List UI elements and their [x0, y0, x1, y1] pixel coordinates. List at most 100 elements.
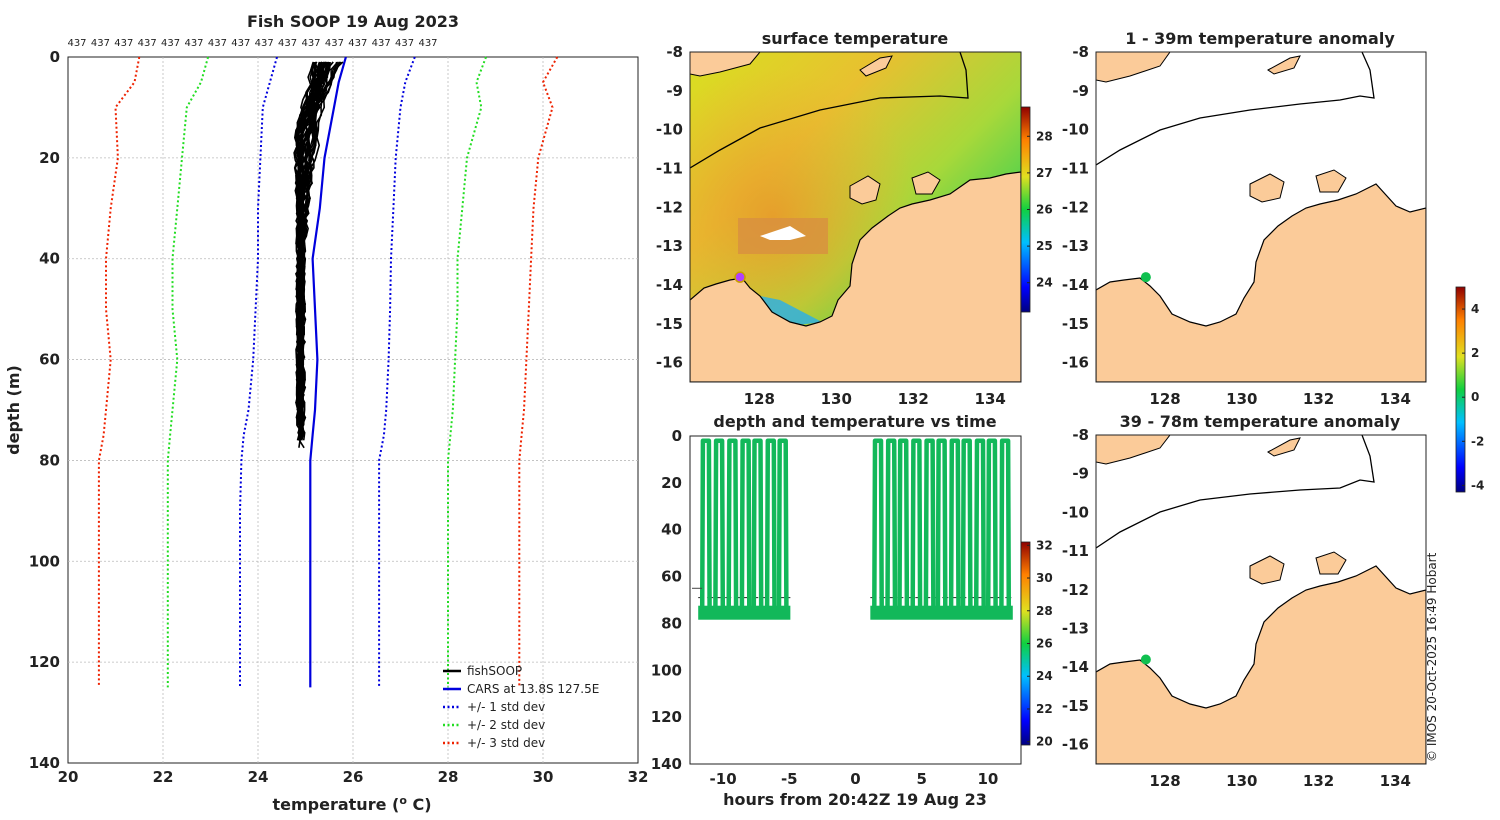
- anomaly-shallow-y-ticks: -8 -9 -10 -11 -12 -13 -14 -15 -16: [1062, 43, 1089, 372]
- track-dive: [910, 438, 923, 612]
- profile-y-tick-label: 60: [39, 351, 60, 369]
- profile-count-label: 437: [255, 38, 274, 49]
- track-colorbar-tick-label: 30: [1036, 571, 1053, 585]
- profile-count-label: 437: [301, 38, 320, 49]
- anomaly-colorbar-tick-label: 2: [1471, 346, 1479, 360]
- profile-count-row: 437 437 437 437 437 437 437 437 437 437 437 437 437 4…: [67, 38, 437, 49]
- anomaly-shallow-y-tick-label: -12: [1062, 198, 1089, 216]
- track-y-tick-label: 60: [661, 568, 682, 586]
- anomaly-deep-isobath: [1096, 435, 1375, 549]
- anomaly-shallow-isobath: [1096, 52, 1375, 166]
- anomaly-shallow-x-tick-label: 132: [1303, 390, 1334, 408]
- credit-text: © IMOS 20-Oct-2025 16:49 Hobart: [1425, 552, 1439, 762]
- sst-colorbar-tick-label: 24: [1036, 276, 1053, 290]
- profile-count-label: 437: [208, 38, 227, 49]
- sst-land-island: [859, 55, 893, 77]
- profile-count-label: 437: [278, 38, 297, 49]
- track-dive: [973, 438, 986, 612]
- sst-y-tick-label: -9: [666, 82, 683, 100]
- sst-land-timor: [690, 52, 761, 77]
- anomaly-shallow-land-australia: [1096, 183, 1426, 382]
- profile-y-tick-label: 100: [29, 552, 60, 570]
- legend-label: +/- 3 std dev: [467, 736, 545, 750]
- track-y-tick-label: 100: [651, 661, 682, 679]
- profile-count-label: 437: [184, 38, 203, 49]
- sst-y-tick-label: -10: [656, 121, 683, 139]
- anomaly-shallow-map: [1096, 52, 1426, 382]
- anomaly-shallow-x-tick-label: 134: [1380, 390, 1411, 408]
- track-axes-frame: [689, 435, 1022, 765]
- sst-y-tick-label: -8: [666, 43, 683, 61]
- sst-x-tick-label: 128: [744, 390, 775, 408]
- profile-legend: fishSOOP CARS at 13.8S 127.5E +/- 1 std de…: [443, 664, 599, 750]
- track-dive: [713, 438, 726, 612]
- anomaly-colorbar: [1455, 286, 1466, 493]
- profile-x-tick-label: 22: [153, 768, 174, 786]
- anomaly-shallow-cast-marker: [1140, 272, 1151, 283]
- track-x-label: hours from 20:42Z 19 Aug 23: [723, 790, 987, 809]
- sst-y-tick-label: -12: [656, 198, 683, 216]
- fishsoop-cast-line: [294, 61, 334, 433]
- anomaly-shallow-y-tick-label: -11: [1062, 159, 1089, 177]
- sst-isotherm: [690, 52, 969, 169]
- profile-x-tick-label: 28: [438, 768, 459, 786]
- anomaly-shallow-y-tick-label: -15: [1062, 315, 1089, 333]
- sst-x-ticks: 128 130 132 134: [744, 390, 1006, 408]
- fishsoop-cast-line: [298, 61, 341, 441]
- profile-title: Fish SOOP 19 Aug 2023: [247, 12, 459, 31]
- profile-count-label: 437: [325, 38, 344, 49]
- std-envelope-line: [378, 56, 416, 688]
- track-colorbar-tick-label: 22: [1036, 702, 1053, 716]
- sst-colorbar-tick-label: 25: [1036, 239, 1053, 253]
- sst-x-tick-label: 132: [898, 390, 929, 408]
- anomaly-shallow-land-timor: [1096, 52, 1171, 83]
- anomaly-shallow-y-tick-label: -9: [1072, 82, 1089, 100]
- anomaly-deep-y-tick-label: -13: [1062, 620, 1089, 638]
- anomaly-shallow-y-tick-label: -8: [1072, 43, 1089, 61]
- sst-x-tick-label: 130: [821, 390, 852, 408]
- anomaly-deep-y-tick-label: -9: [1072, 465, 1089, 483]
- track-y-tick-label: 80: [661, 614, 682, 632]
- anomaly-deep-land-bathurst: [1249, 555, 1285, 585]
- cars-climatology-line: [309, 56, 347, 688]
- sst-land-australia: [690, 171, 1021, 382]
- track-dive: [948, 438, 961, 612]
- profile-y-label: depth (m): [4, 365, 23, 455]
- track-y-tick-label: 20: [661, 474, 682, 492]
- track-dive: [897, 438, 910, 612]
- profile-y-tick-label: 40: [39, 250, 60, 268]
- track-dive: [872, 438, 884, 612]
- track-dive: [699, 438, 712, 612]
- track-dive: [751, 438, 764, 612]
- anomaly-colorbar-tick-label: -2: [1471, 434, 1484, 448]
- legend-label: fishSOOP: [467, 664, 522, 678]
- profile-x-label: temperature (o C): [272, 794, 431, 814]
- anomaly-shallow-x-tick-label: 130: [1226, 390, 1257, 408]
- fishsoop-cast-line: [295, 61, 344, 441]
- anomaly-shallow-title: 1 - 39m temperature anomaly: [1125, 29, 1395, 48]
- anomaly-deep-x-tick-label: 132: [1303, 772, 1334, 790]
- profile-y-ticks: 0 20 40 60 80 100 120 140: [29, 48, 60, 772]
- profile-panel: Fish SOOP 19 Aug 2023 437 437 437 437 437 437…: [4, 12, 648, 814]
- profile-y-tick-label: 140: [29, 754, 60, 772]
- profile-x-tick-label: 24: [248, 768, 269, 786]
- std-envelope-line: [239, 56, 278, 688]
- anomaly-shallow-axes-frame: [1095, 51, 1427, 383]
- anomaly-deep-y-tick-label: -11: [1062, 542, 1089, 560]
- sst-y-tick-label: -13: [656, 237, 683, 255]
- anomaly-deep-land-island: [1267, 437, 1301, 457]
- sst-missing-data: [760, 226, 806, 240]
- sst-map: [690, 52, 1021, 382]
- std-envelope-line: [518, 56, 559, 688]
- anomaly-deep-axes-frame: [1095, 434, 1427, 765]
- track-dive: [999, 438, 1012, 612]
- profile-grid: [68, 57, 638, 763]
- profile-x-tick-label: 26: [343, 768, 364, 786]
- sst-land-bathurst: [849, 175, 881, 205]
- profile-x-tick-label: 32: [628, 768, 649, 786]
- profile-count-label: 437: [138, 38, 157, 49]
- anomaly-deep-panel: 39 - 78m temperature anomaly 128 130 132 13…: [1062, 412, 1427, 790]
- sst-y-tick-label: -16: [656, 354, 683, 372]
- sst-land-melville: [911, 171, 941, 195]
- anomaly-colorbar-tick-label: -4: [1471, 478, 1484, 492]
